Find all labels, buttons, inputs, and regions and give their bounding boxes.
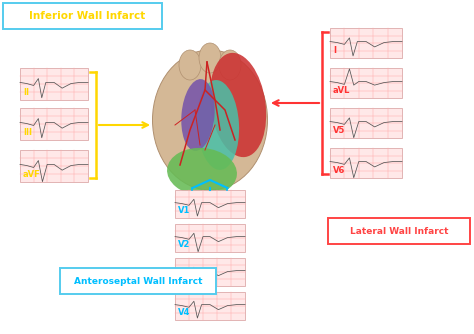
Bar bbox=[175, 258, 245, 286]
Text: Anteroseptal Wall Infarct: Anteroseptal Wall Infarct bbox=[74, 277, 202, 286]
Text: Inferior Wall Infarct: Inferior Wall Infarct bbox=[29, 11, 145, 21]
Text: aVL: aVL bbox=[333, 86, 350, 95]
Bar bbox=[330, 68, 402, 98]
Ellipse shape bbox=[179, 50, 201, 80]
Text: aVF: aVF bbox=[23, 170, 41, 179]
Text: Lateral Wall Infarct: Lateral Wall Infarct bbox=[350, 226, 448, 235]
Text: V5: V5 bbox=[333, 126, 346, 135]
Bar bbox=[175, 224, 245, 252]
FancyBboxPatch shape bbox=[3, 3, 162, 29]
Bar bbox=[330, 28, 402, 58]
Bar bbox=[330, 148, 402, 178]
Text: V1: V1 bbox=[178, 206, 191, 215]
Ellipse shape bbox=[167, 148, 237, 196]
FancyBboxPatch shape bbox=[60, 268, 216, 294]
Text: III: III bbox=[23, 128, 32, 137]
Text: I: I bbox=[333, 46, 336, 55]
Ellipse shape bbox=[219, 50, 241, 80]
Bar bbox=[330, 108, 402, 138]
Ellipse shape bbox=[153, 50, 267, 190]
Ellipse shape bbox=[210, 53, 266, 157]
Bar bbox=[20, 108, 88, 140]
Bar bbox=[175, 190, 245, 218]
Text: V6: V6 bbox=[333, 166, 346, 175]
Ellipse shape bbox=[197, 80, 239, 170]
Text: V2: V2 bbox=[178, 240, 191, 249]
Bar bbox=[175, 292, 245, 320]
Text: V3: V3 bbox=[178, 274, 190, 283]
FancyBboxPatch shape bbox=[328, 218, 470, 244]
Ellipse shape bbox=[181, 79, 215, 151]
Ellipse shape bbox=[199, 43, 221, 73]
Text: II: II bbox=[23, 88, 29, 97]
Bar bbox=[20, 68, 88, 100]
Bar bbox=[20, 150, 88, 182]
Text: V4: V4 bbox=[178, 308, 191, 317]
